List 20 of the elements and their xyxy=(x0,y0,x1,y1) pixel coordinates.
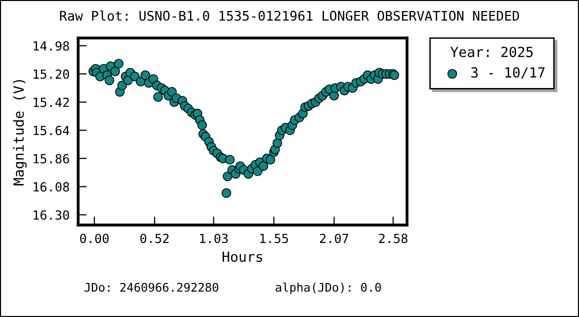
text: alpha(JDo): 0.0 xyxy=(276,282,381,294)
text: JDo: 2460966.292280 xyxy=(84,282,218,292)
legend-title: Year: 2025 xyxy=(450,46,533,58)
y-tick-label: 15.64 xyxy=(34,126,70,136)
y-axis-title: Magnitude (V) xyxy=(13,80,27,186)
x-axis-title: Hours xyxy=(222,252,262,262)
x-tick-label: 1.55 xyxy=(260,234,288,244)
x-tick-label: 1.03 xyxy=(200,234,228,244)
y-tick-label: 15.86 xyxy=(34,154,70,164)
chart-title: Raw Plot: USNO-B1.0 1535-0121961 LONGER OBSERVATION NEEDED xyxy=(60,10,520,21)
x-tick-label: 0.52 xyxy=(140,234,169,244)
y-tick-label: 15.42 xyxy=(34,98,69,108)
x-tick-label: 2.58 xyxy=(379,234,408,244)
legend-label: 3 - 10/17 xyxy=(471,67,545,79)
x-tick-label: 0.00 xyxy=(80,234,109,244)
x-tick-label: 2.07 xyxy=(320,234,348,244)
y-tick-label: 16.08 xyxy=(34,182,70,192)
y-tick-label: 15.20 xyxy=(34,69,70,79)
y-tick-label: 16.30 xyxy=(34,210,70,220)
y-tick-label: 14.98 xyxy=(34,41,70,51)
